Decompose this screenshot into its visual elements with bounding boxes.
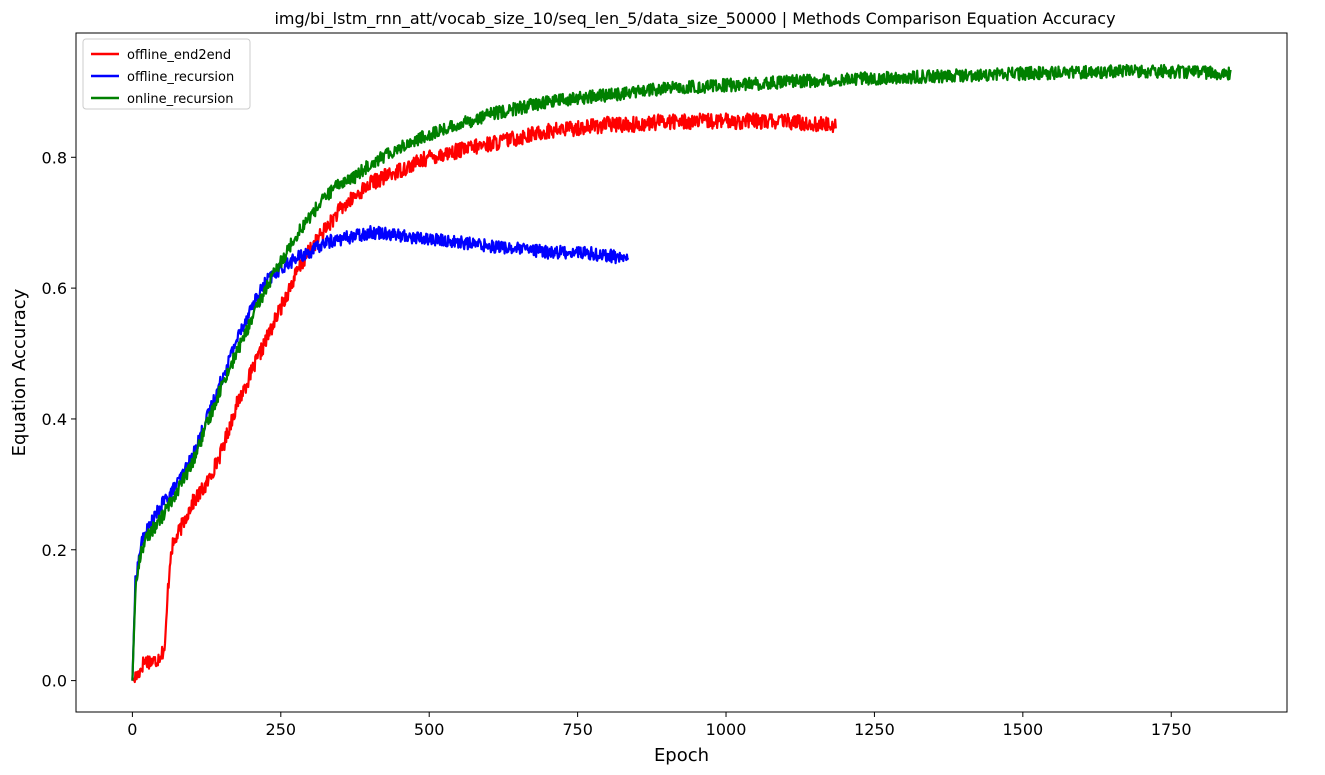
y-axis-label: Equation Accuracy <box>9 288 30 456</box>
x-tick-label: 1500 <box>1002 720 1043 739</box>
x-tick-label: 750 <box>562 720 593 739</box>
series-line-online_recursion <box>131 63 1232 681</box>
legend: offline_end2end offline_recursion online_r… <box>82 38 251 110</box>
plot-frame <box>75 32 1288 713</box>
y-axis: 0.0 0.2 0.4 0.6 0.8 <box>42 148 76 691</box>
legend-label: offline_end2end <box>127 48 231 63</box>
y-tick-label: 0.6 <box>42 279 67 298</box>
y-tick-label: 0.2 <box>42 541 67 560</box>
x-tick-label: 1250 <box>854 720 895 739</box>
series-line-offline_end2end <box>131 112 837 684</box>
x-tick-label: 0 <box>127 720 137 739</box>
x-tick-label: 1750 <box>1151 720 1192 739</box>
series-layer <box>131 63 1232 684</box>
y-tick-label: 0.4 <box>42 410 67 429</box>
legend-box <box>82 38 251 110</box>
x-tick-label: 250 <box>266 720 297 739</box>
y-tick-label: 0.8 <box>42 148 67 167</box>
chart-title: img/bi_lstm_rnn_att/vocab_size_10/seq_le… <box>274 9 1115 29</box>
x-axis: 0 250 500 750 1000 1250 1500 1750 <box>127 712 1192 739</box>
legend-label: offline_recursion <box>127 70 234 85</box>
x-axis-label: Epoch <box>654 745 709 766</box>
x-tick-label: 1000 <box>706 720 747 739</box>
x-tick-label: 500 <box>414 720 445 739</box>
y-tick-label: 0.0 <box>42 672 67 691</box>
legend-label: online_recursion <box>127 92 234 107</box>
